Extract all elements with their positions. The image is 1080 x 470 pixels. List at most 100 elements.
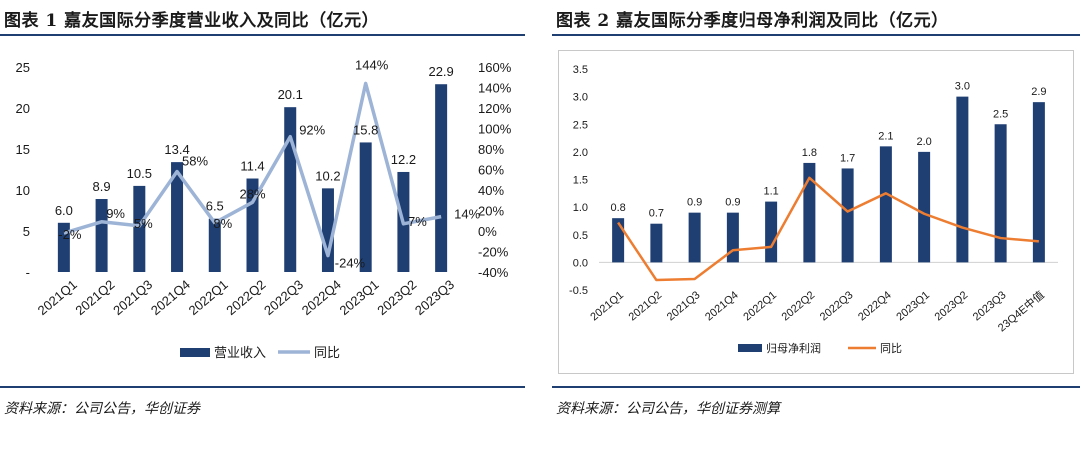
right-y-tick-label: 0.5 bbox=[573, 230, 588, 242]
legend-net-profit-swatch bbox=[738, 344, 762, 352]
legend-yoy-label: 同比 bbox=[314, 345, 340, 360]
revenue-data-label: 13.4 bbox=[164, 142, 189, 157]
net-profit-bar bbox=[1032, 102, 1045, 263]
left-chart: - 5 10 15 20 25 -40% -20% 0% 20% 40% 60% 80% 100% 120%… bbox=[16, 57, 512, 360]
revenue-data-label: 6.0 bbox=[55, 203, 73, 218]
right-y-tick-label: 100% bbox=[478, 122, 512, 137]
revenue-bar bbox=[171, 162, 184, 272]
yoy-growth-line bbox=[63, 81, 442, 258]
right-panel: 图表 2 嘉友国际分季度归母净利润及同比（亿元） -0.5 0.0 0.5 1.0 1.… bbox=[552, 0, 1080, 470]
net-profit-data-label: 0.9 bbox=[725, 197, 740, 209]
right-y-tick-label: -0.5 bbox=[569, 285, 588, 297]
right-y-tick-label: -40% bbox=[478, 265, 509, 280]
net-profit-data-label: 1.7 bbox=[840, 152, 855, 164]
x-axis-tick-label: 2023Q2 bbox=[933, 289, 971, 323]
net-profit-bar bbox=[803, 162, 816, 263]
revenue-bar bbox=[359, 142, 372, 272]
x-axis-tick-label: 2021Q3 bbox=[110, 277, 155, 318]
x-axis-tick-label: 2021Q3 bbox=[665, 289, 703, 323]
yoy-data-label: 144% bbox=[355, 57, 389, 72]
yoy-data-label: 92% bbox=[299, 123, 325, 138]
net-profit-data-label: 0.7 bbox=[649, 208, 664, 220]
right-y-tick-label: 2.5 bbox=[573, 119, 588, 131]
revenue-bar bbox=[284, 107, 297, 273]
x-axis-tick-label: 2021Q2 bbox=[72, 277, 117, 318]
right-y-tick-label: 0% bbox=[478, 224, 497, 239]
right-y-tick-label: 1.0 bbox=[573, 202, 588, 214]
right-y-tick-label: 120% bbox=[478, 101, 512, 116]
x-axis-tick-label: 2021Q4 bbox=[148, 277, 193, 318]
revenue-data-label: 6.5 bbox=[206, 199, 224, 214]
revenue-data-label: 10.5 bbox=[127, 166, 152, 181]
x-axis-tick-label: 2022Q1 bbox=[741, 289, 779, 323]
x-axis-tick-label: 2021Q1 bbox=[35, 277, 80, 318]
net-profit-data-label: 2.1 bbox=[878, 130, 893, 142]
net-profit-data-label: 0.9 bbox=[687, 197, 702, 209]
x-axis-tick-label: 2021Q2 bbox=[627, 289, 665, 323]
x-axis-tick-label: 2022Q2 bbox=[223, 277, 268, 318]
revenue-data-label: 22.9 bbox=[428, 64, 453, 79]
right-y-tick-label: 0.0 bbox=[573, 257, 588, 269]
x-axis-tick-label: 2023Q2 bbox=[374, 277, 419, 318]
net-profit-yoy-line bbox=[617, 176, 1039, 282]
revenue-data-label: 8.9 bbox=[93, 179, 111, 194]
yoy-data-label: 58% bbox=[182, 154, 208, 169]
left-y-tick-label: 15 bbox=[16, 142, 30, 157]
x-axis-tick-label: 2023Q3 bbox=[412, 277, 457, 318]
net-profit-bar bbox=[841, 168, 854, 263]
revenue-bar bbox=[246, 178, 259, 272]
revenue-data-label: 10.2 bbox=[315, 168, 340, 183]
revenue-bar bbox=[208, 218, 221, 272]
revenue-bar bbox=[435, 84, 448, 272]
right-bottom-rule bbox=[552, 386, 1080, 388]
net-profit-bar bbox=[918, 151, 931, 263]
net-profit-bar bbox=[650, 223, 663, 263]
right-y-tick-label: 160% bbox=[478, 60, 512, 75]
x-axis-tick-label: 2022Q4 bbox=[299, 277, 344, 318]
yoy-data-label: 9% bbox=[106, 206, 125, 221]
right-y-tick-label: 1.5 bbox=[573, 175, 588, 187]
right-y-tick-label: 60% bbox=[478, 163, 504, 178]
right-chart-title: 图表 2 嘉友国际分季度归母净利润及同比（亿元） bbox=[556, 11, 949, 31]
net-profit-data-label: 2.0 bbox=[916, 136, 931, 148]
net-profit-data-label: 3.0 bbox=[955, 81, 970, 93]
right-y-tick-label: 80% bbox=[478, 142, 504, 157]
x-axis-tick-label: 2022Q3 bbox=[261, 277, 306, 318]
revenue-data-label: 12.2 bbox=[391, 152, 416, 167]
yoy-data-label: 14% bbox=[454, 207, 480, 222]
net-profit-data-label: 2.9 bbox=[1031, 86, 1046, 98]
right-y-tick-label: 2.0 bbox=[573, 147, 588, 159]
x-axis-tick-label: 2022Q1 bbox=[186, 277, 231, 318]
x-axis-tick-label: 2022Q2 bbox=[780, 289, 818, 323]
right-plot-border bbox=[558, 50, 1074, 374]
legend-revenue-label: 营业收入 bbox=[214, 345, 266, 360]
net-profit-bar bbox=[879, 146, 892, 263]
legend-net-profit-label: 归母净利润 bbox=[766, 341, 821, 355]
net-profit-data-label: 0.8 bbox=[610, 202, 625, 214]
x-axis-tick-label: 2023Q1 bbox=[894, 289, 932, 323]
net-profit-data-label: 1.8 bbox=[802, 147, 817, 159]
right-source-note: 资料来源：公司公告，华创证券测算 bbox=[556, 401, 780, 417]
right-chart: -0.5 0.0 0.5 1.0 1.5 2.0 2.5 3.0 3.5 0.8 0.7 0.9 0.9… bbox=[569, 64, 1058, 355]
right-y-tick-label: 40% bbox=[478, 183, 504, 198]
yoy-data-label: 28% bbox=[239, 186, 265, 201]
left-y-tick-label: 25 bbox=[16, 60, 30, 75]
net-profit-bar bbox=[994, 124, 1007, 263]
left-y-tick-label: 5 bbox=[23, 224, 30, 239]
net-profit-bar bbox=[688, 212, 701, 263]
right-y-tick-label: 20% bbox=[478, 204, 504, 219]
legend-revenue-swatch bbox=[180, 348, 210, 357]
right-y-tick-label: 140% bbox=[478, 81, 512, 96]
net-profit-bar bbox=[956, 96, 969, 263]
yoy-data-label: -24% bbox=[335, 256, 366, 271]
right-y-tick-label: -20% bbox=[478, 245, 509, 260]
revenue-bar bbox=[57, 222, 70, 272]
left-y-tick-label: 20 bbox=[16, 101, 30, 116]
revenue-bar bbox=[95, 199, 108, 272]
revenue-data-label: 15.8 bbox=[353, 122, 378, 137]
yoy-data-label: 8% bbox=[213, 216, 232, 231]
net-profit-data-label: 1.1 bbox=[763, 186, 778, 198]
x-axis-tick-label: 2023Q1 bbox=[337, 277, 382, 318]
legend-yoy-label: 同比 bbox=[880, 342, 902, 355]
left-bottom-rule bbox=[0, 386, 525, 388]
